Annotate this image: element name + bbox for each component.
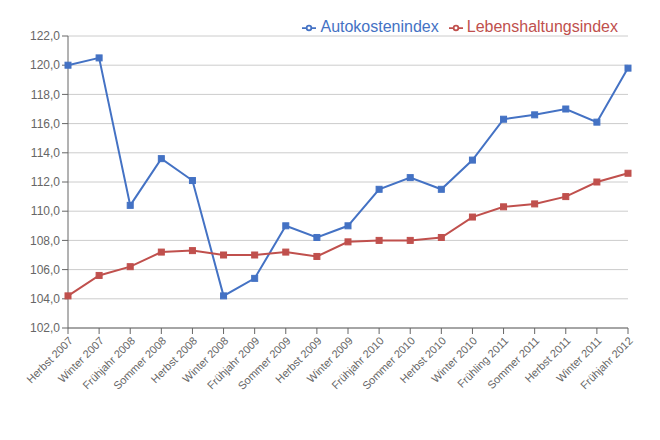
svg-text:110,0: 110,0	[31, 204, 60, 218]
svg-text:Frühling 2011: Frühling 2011	[455, 334, 511, 390]
svg-text:114,0: 114,0	[31, 146, 60, 160]
svg-text:106,0: 106,0	[30, 263, 60, 277]
html-text:Autokostenindex: Autokostenindex	[320, 18, 439, 35]
svg-text:Winter 2007: Winter 2007	[55, 334, 106, 385]
svg-text:Sommer 2011: Sommer 2011	[485, 334, 542, 391]
svg-text:112,0: 112,0	[31, 175, 60, 189]
svg-text:104,0: 104,0	[30, 292, 60, 306]
svg-text:118,0: 118,0	[31, 88, 60, 102]
svg-text:116,0: 116,0	[31, 117, 60, 131]
svg-text:Winter 2009: Winter 2009	[304, 334, 355, 385]
svg-text:Herbst 2011: Herbst 2011	[522, 334, 573, 385]
svg-text:Frühjahr 2012: Frühjahr 2012	[578, 334, 635, 391]
svg-text:Herbst 2010: Herbst 2010	[397, 334, 449, 386]
svg-text:Sommer 2008: Sommer 2008	[111, 334, 168, 391]
svg-text:Frühjahr 2010: Frühjahr 2010	[329, 334, 386, 391]
svg-text:Frühjahr 2008: Frühjahr 2008	[80, 334, 137, 391]
svg-text:Herbst 2007: Herbst 2007	[24, 334, 75, 386]
svg-text:Winter 2008: Winter 2008	[180, 334, 231, 385]
svg-text:Winter 2011: Winter 2011	[554, 334, 604, 385]
svg-text:Herbst 2008: Herbst 2008	[148, 334, 200, 386]
svg-text:108,0: 108,0	[30, 234, 60, 248]
svg-text:Sommer 2010: Sommer 2010	[360, 334, 417, 391]
svg-text:Frühjahr 2009: Frühjahr 2009	[205, 334, 262, 391]
svg-text:122,0: 122,0	[30, 29, 60, 43]
svg-text:120,0: 120,0	[30, 58, 60, 72]
svg-text:102,0: 102,0	[30, 321, 60, 335]
html-text:Lebenshaltungsindex: Lebenshaltungsindex	[466, 18, 618, 35]
svg-text:Sommer 2009: Sommer 2009	[235, 334, 292, 391]
svg-text:Herbst 2009: Herbst 2009	[273, 334, 324, 386]
svg-text:Winter 2010: Winter 2010	[429, 334, 480, 385]
